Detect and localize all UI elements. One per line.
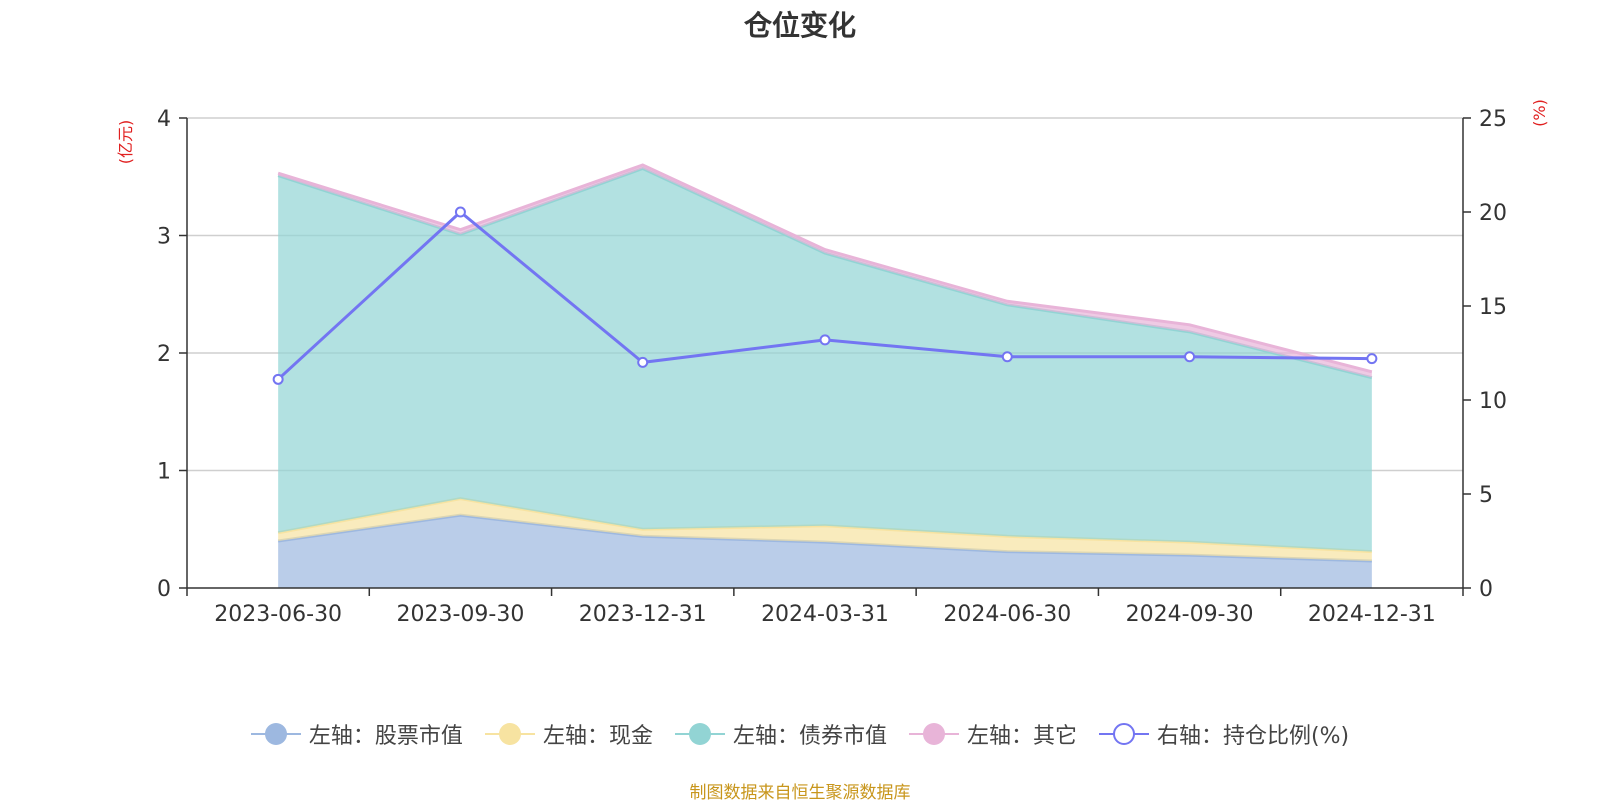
legend-item[interactable]: 左轴：股票市值 xyxy=(250,718,463,750)
legend-swatch-icon xyxy=(250,722,301,746)
line-point xyxy=(272,373,284,385)
source-note: 制图数据来自恒生聚源数据库 xyxy=(689,783,911,803)
x-axis-tick-label: 2024-09-30 xyxy=(1126,602,1254,627)
right-axis-tick-label: 15 xyxy=(1479,295,1507,320)
line-point xyxy=(1001,351,1013,363)
legend-label: 左轴：债券市值 xyxy=(732,724,887,749)
left-axis-unit: (亿元) xyxy=(116,120,135,165)
line-point xyxy=(1184,351,1196,363)
chart-canvas: 0 1 2 3 4 0 5 10 15 20 25 2023-06-30 2023-09-30 2023-… xyxy=(116,99,1549,627)
x-axis-tick-label: 2023-12-31 xyxy=(579,602,707,627)
legend-label: 左轴：其它 xyxy=(966,724,1077,749)
left-axis-tick-label: 4 xyxy=(157,107,171,132)
legend-label: 右轴：持仓比例(%) xyxy=(1156,724,1350,749)
right-axis-tick-label: 5 xyxy=(1479,483,1493,508)
x-axis-tick-label: 2024-03-31 xyxy=(761,602,889,627)
x-axis-tick-label: 2024-06-30 xyxy=(943,602,1071,627)
legend-item[interactable]: 左轴：其它 xyxy=(908,718,1077,750)
left-axis-tick-label: 2 xyxy=(157,342,171,367)
right-axis-tick-label: 25 xyxy=(1479,107,1507,132)
area-top-line xyxy=(277,163,1373,374)
right-axis-tick-label: 20 xyxy=(1479,201,1507,226)
legend-swatch-icon xyxy=(674,722,725,746)
legend-item[interactable]: 左轴：现金 xyxy=(484,718,653,750)
line-point xyxy=(819,334,831,346)
legend-label: 左轴：股票市值 xyxy=(308,724,463,749)
x-axis-tick-label: 2023-09-30 xyxy=(396,602,524,627)
line-point xyxy=(637,356,649,368)
legend-label: 左轴：现金 xyxy=(542,724,653,749)
line-point xyxy=(454,206,466,218)
x-axis-tick-label: 2024-12-31 xyxy=(1308,602,1436,627)
left-axis-tick-label: 0 xyxy=(157,577,171,602)
legend: 左轴：股票市值 左轴：现金 左轴：债券市值 左轴：其它 右轴：持仓比例(%) xyxy=(0,718,1600,750)
legend-swatch-icon xyxy=(484,722,535,746)
right-axis-tick-label: 0 xyxy=(1479,577,1493,602)
left-axis-tick-label: 1 xyxy=(157,460,171,485)
area-band xyxy=(278,168,1372,552)
x-axis-tick-label: 2023-06-30 xyxy=(214,602,342,627)
right-axis-unit: (%) xyxy=(1530,99,1549,127)
chart-title: 仓位变化 xyxy=(743,9,856,42)
legend-item[interactable]: 左轴：债券市值 xyxy=(674,718,887,750)
area-band xyxy=(278,515,1372,588)
legend-swatch-icon xyxy=(1098,722,1149,746)
left-axis-tick-label: 3 xyxy=(157,225,171,250)
legend-swatch-icon xyxy=(908,722,959,746)
legend-item[interactable]: 右轴：持仓比例(%) xyxy=(1098,718,1350,750)
line-point xyxy=(1366,353,1378,365)
right-axis-tick-label: 10 xyxy=(1479,389,1507,414)
